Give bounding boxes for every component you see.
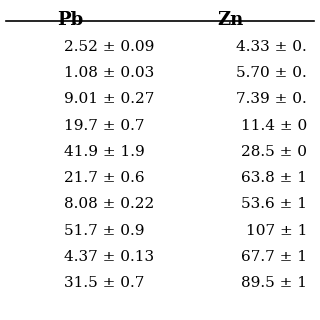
Text: 31.5 ± 0.7: 31.5 ± 0.7 (64, 276, 144, 290)
Text: 41.9 ± 1.9: 41.9 ± 1.9 (64, 145, 145, 159)
Text: 21.7 ± 0.6: 21.7 ± 0.6 (64, 171, 145, 185)
Text: 1.08 ± 0.03: 1.08 ± 0.03 (64, 66, 154, 80)
Text: 2.52 ± 0.09: 2.52 ± 0.09 (64, 40, 154, 54)
Text: 89.5 ± 1: 89.5 ± 1 (241, 276, 307, 290)
Text: 53.6 ± 1: 53.6 ± 1 (241, 197, 307, 212)
Text: 11.4 ± 0: 11.4 ± 0 (241, 119, 307, 133)
Text: 19.7 ± 0.7: 19.7 ± 0.7 (64, 119, 145, 133)
Text: 9.01 ± 0.27: 9.01 ± 0.27 (64, 92, 154, 107)
Text: 4.37 ± 0.13: 4.37 ± 0.13 (64, 250, 154, 264)
Text: 67.7 ± 1: 67.7 ± 1 (241, 250, 307, 264)
Text: 5.70 ± 0.: 5.70 ± 0. (236, 66, 307, 80)
Text: Pb: Pb (57, 11, 84, 29)
Text: Zn: Zn (217, 11, 244, 29)
Text: 63.8 ± 1: 63.8 ± 1 (241, 171, 307, 185)
Text: 8.08 ± 0.22: 8.08 ± 0.22 (64, 197, 154, 212)
Text: 7.39 ± 0.: 7.39 ± 0. (236, 92, 307, 107)
Text: 107 ± 1: 107 ± 1 (246, 224, 307, 238)
Text: 51.7 ± 0.9: 51.7 ± 0.9 (64, 224, 145, 238)
Text: 4.33 ± 0.: 4.33 ± 0. (236, 40, 307, 54)
Text: 28.5 ± 0: 28.5 ± 0 (241, 145, 307, 159)
